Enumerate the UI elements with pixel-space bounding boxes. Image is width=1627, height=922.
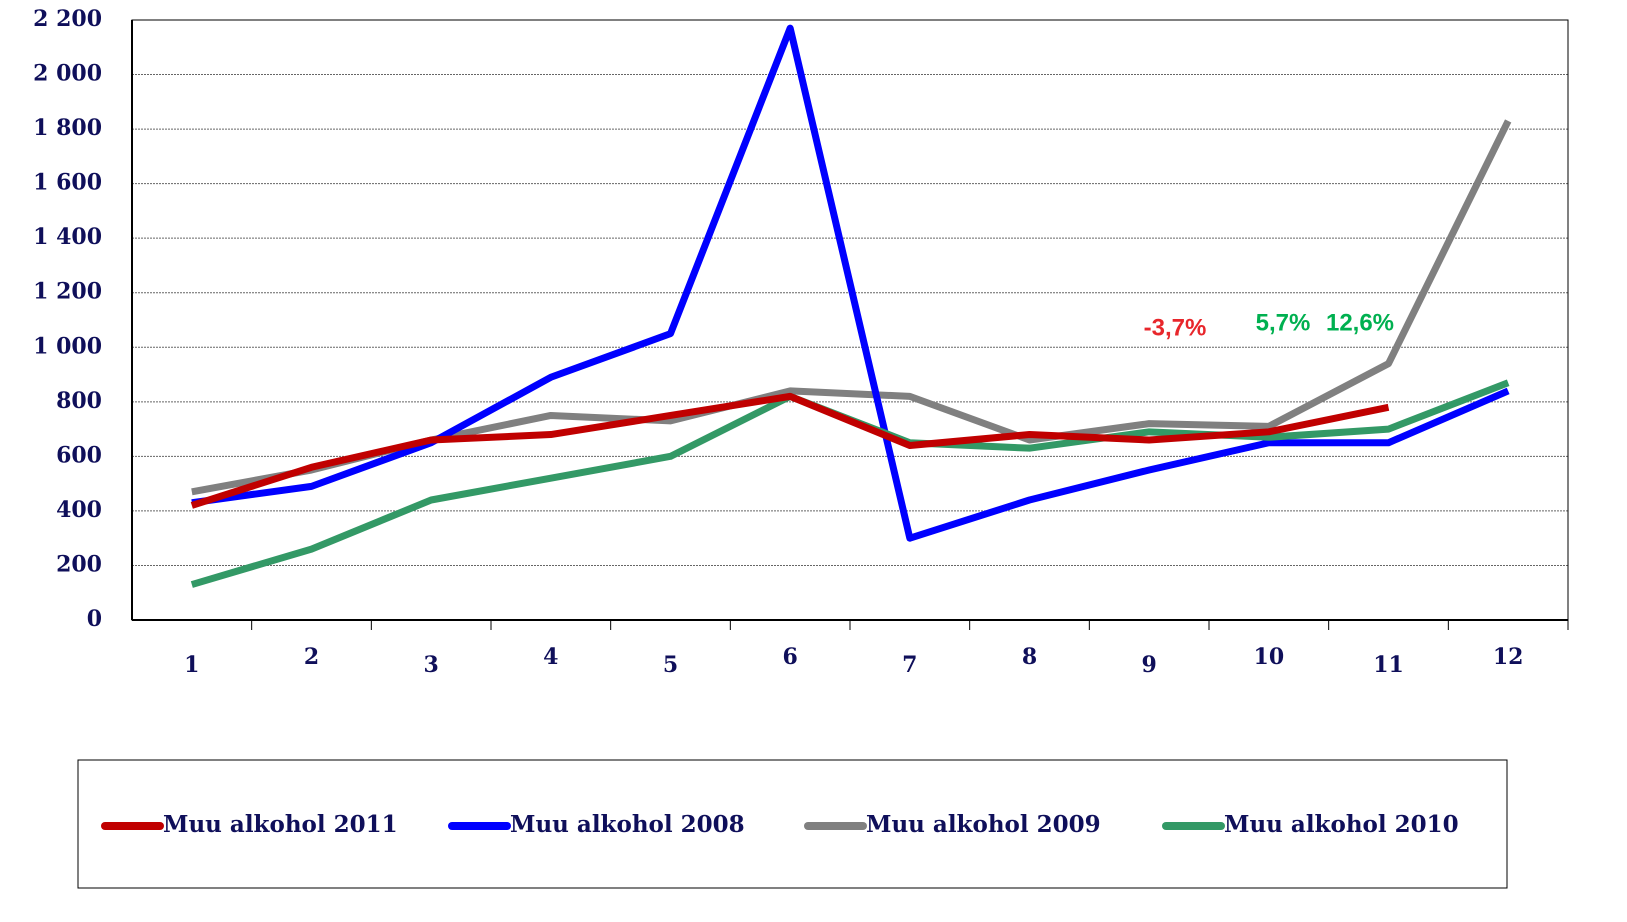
y-tick-label: 1 000	[33, 333, 102, 359]
y-tick-label: 1 800	[33, 115, 102, 141]
x-tick-label: 9	[1142, 652, 1157, 678]
legend-box	[77, 759, 1508, 889]
x-tick-label: 7	[902, 652, 917, 678]
y-tick-label: 1 400	[33, 224, 102, 250]
legend-label: Muu alkohol 2011	[163, 811, 398, 838]
y-tick-label: 800	[56, 388, 102, 414]
y-tick-label: 1 600	[33, 170, 102, 196]
x-tick-label: 3	[424, 652, 439, 678]
x-tick-label: 6	[783, 644, 798, 670]
series-line	[191, 24, 1510, 542]
x-tick-label: 5	[663, 652, 678, 678]
legend-label: Muu alkohol 2008	[510, 811, 745, 838]
annotation: -3,7%	[1144, 314, 1207, 341]
x-tick-label: 1	[184, 652, 199, 678]
y-tick-label: 200	[56, 551, 102, 577]
y-tick-label: 600	[56, 442, 102, 468]
annotation: 12,6%	[1326, 309, 1394, 336]
x-tick-label: 8	[1022, 644, 1037, 670]
x-tick-label: 11	[1373, 652, 1404, 678]
x-tick-label: 10	[1254, 644, 1285, 670]
y-tick-label: 1 200	[33, 279, 102, 305]
legend-label: Muu alkohol 2009	[866, 811, 1101, 838]
y-tick-label: 0	[87, 606, 102, 632]
series-line	[190, 392, 1390, 509]
annotation: 5,7%	[1256, 309, 1311, 336]
y-tick-label: 2 200	[33, 6, 102, 32]
x-tick-label: 12	[1493, 644, 1524, 670]
x-tick-label: 4	[543, 644, 558, 670]
y-tick-label: 400	[56, 497, 102, 523]
y-tick-label: 2 000	[33, 61, 102, 87]
legend-label: Muu alkohol 2010	[1224, 811, 1459, 838]
series-line	[190, 379, 1510, 588]
x-tick-label: 2	[304, 644, 319, 670]
